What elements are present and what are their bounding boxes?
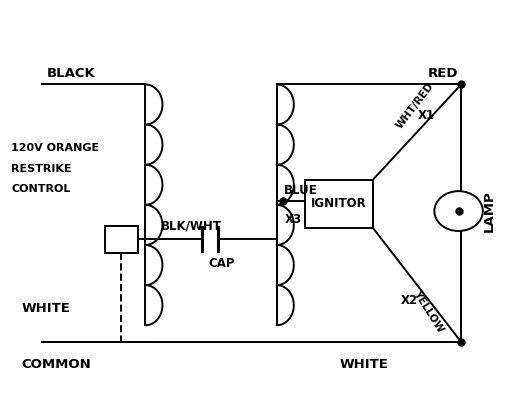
Text: BLK/WHT: BLK/WHT (161, 220, 221, 233)
Text: WHITE: WHITE (340, 358, 389, 371)
Text: X2: X2 (400, 293, 418, 306)
Text: LAMP: LAMP (483, 190, 495, 232)
Text: 120V ORANGE: 120V ORANGE (12, 143, 100, 153)
Text: X1: X1 (418, 109, 435, 122)
Bar (105, 226, 138, 252)
Text: COMMON: COMMON (22, 358, 91, 371)
Text: WHT/RED: WHT/RED (394, 80, 435, 130)
Text: CONTROL: CONTROL (12, 184, 71, 194)
Text: CAP: CAP (208, 257, 235, 270)
Text: IGNITOR: IGNITOR (311, 197, 366, 210)
Text: BLUE: BLUE (284, 184, 318, 197)
Text: X3: X3 (284, 212, 301, 225)
Text: BLACK: BLACK (47, 67, 96, 80)
Circle shape (434, 191, 483, 231)
Bar (304, 180, 373, 228)
Text: RESTRIKE: RESTRIKE (12, 164, 72, 174)
Text: WHITE: WHITE (22, 302, 71, 315)
Text: RED: RED (428, 67, 459, 80)
Text: YELLOW: YELLOW (412, 289, 446, 334)
